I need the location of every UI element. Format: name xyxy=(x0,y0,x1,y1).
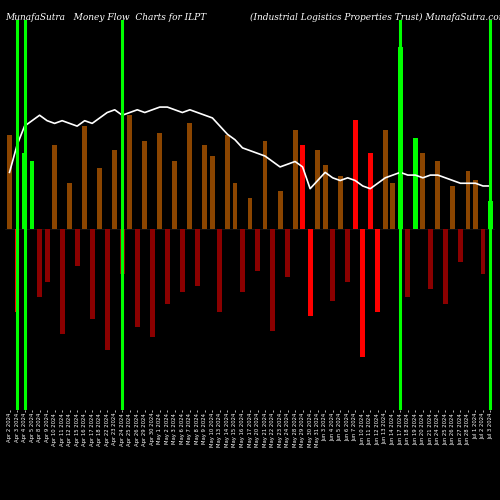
Bar xyxy=(330,228,335,301)
Bar xyxy=(112,150,117,228)
Bar xyxy=(165,228,170,304)
Bar xyxy=(270,228,275,332)
Bar xyxy=(142,141,147,229)
Bar xyxy=(44,228,50,281)
Bar xyxy=(120,228,124,274)
Bar xyxy=(278,191,282,228)
Bar xyxy=(150,228,154,338)
Bar xyxy=(376,228,380,312)
Bar xyxy=(300,146,305,228)
Bar xyxy=(22,153,27,228)
Bar xyxy=(172,160,178,228)
Bar xyxy=(406,228,410,296)
Bar xyxy=(360,228,365,357)
Bar xyxy=(37,228,42,296)
Bar xyxy=(218,228,222,312)
Bar xyxy=(466,171,470,228)
Bar xyxy=(98,168,102,228)
Bar xyxy=(292,130,298,228)
Bar xyxy=(450,186,456,228)
Bar xyxy=(202,146,207,228)
Bar xyxy=(60,228,64,334)
Bar xyxy=(322,165,328,228)
Bar xyxy=(52,146,57,228)
Bar xyxy=(74,228,80,266)
Bar xyxy=(158,134,162,228)
Bar xyxy=(67,184,72,228)
Bar xyxy=(353,120,358,228)
Bar xyxy=(285,228,290,277)
Bar xyxy=(195,228,200,286)
Text: MunafaSutra   Money Flow  Charts for ILPT: MunafaSutra Money Flow Charts for ILPT xyxy=(5,12,206,22)
Bar xyxy=(308,228,312,316)
Bar xyxy=(390,184,395,228)
Bar xyxy=(188,123,192,228)
Bar xyxy=(210,156,215,228)
Text: (Industrial Logistics Properties Trust) MunafaSutra.com: (Industrial Logistics Properties Trust) … xyxy=(250,12,500,22)
Bar xyxy=(413,138,418,228)
Bar xyxy=(255,228,260,271)
Bar xyxy=(368,153,372,228)
Bar xyxy=(473,180,478,228)
Bar xyxy=(248,198,252,228)
Bar xyxy=(315,150,320,228)
Bar xyxy=(82,126,87,228)
Bar xyxy=(240,228,245,292)
Bar xyxy=(428,228,433,289)
Bar xyxy=(436,160,440,228)
Bar xyxy=(480,228,486,274)
Bar xyxy=(14,228,20,312)
Bar xyxy=(105,228,110,350)
Bar xyxy=(30,160,35,228)
Bar xyxy=(346,228,350,281)
Bar xyxy=(458,228,463,262)
Bar xyxy=(383,130,388,228)
Bar xyxy=(7,135,12,228)
Bar xyxy=(338,176,342,229)
Bar xyxy=(443,228,448,304)
Bar xyxy=(262,141,268,229)
Bar xyxy=(225,135,230,228)
Bar xyxy=(135,228,140,327)
Bar xyxy=(420,153,426,228)
Bar xyxy=(488,202,493,228)
Bar xyxy=(398,47,402,228)
Bar xyxy=(128,115,132,228)
Bar xyxy=(90,228,94,320)
Bar xyxy=(180,228,185,292)
Bar xyxy=(232,184,237,228)
